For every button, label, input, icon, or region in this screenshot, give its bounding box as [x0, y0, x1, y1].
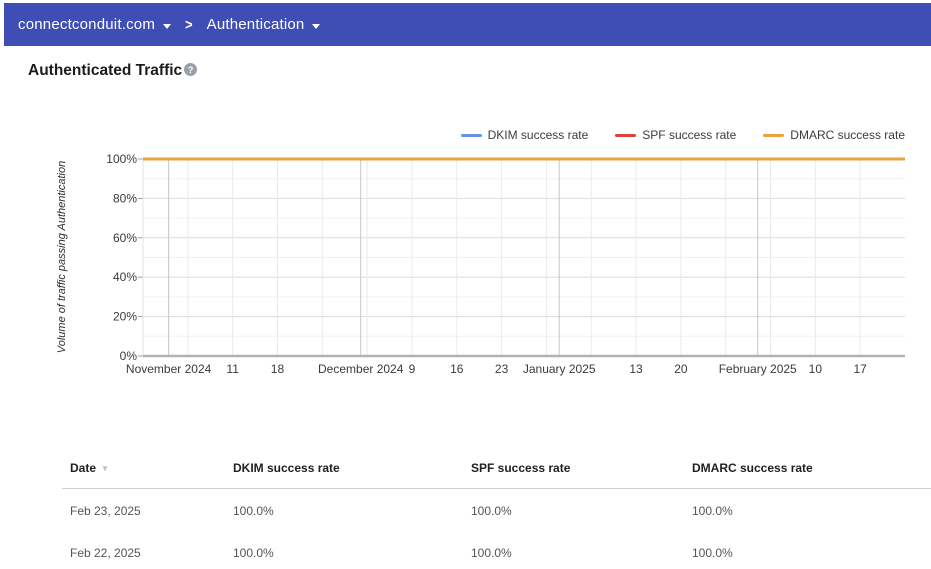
y-tick-label: 40%: [113, 270, 137, 284]
page-title-row: Authenticated Traffic ?: [28, 62, 198, 80]
chevron-down-icon: [163, 23, 172, 29]
legend-label: DMARC success rate: [790, 128, 905, 142]
domain-selector[interactable]: connectconduit.com: [18, 16, 172, 33]
legend-line-icon: [460, 133, 482, 137]
x-tick-label: 23: [495, 362, 509, 376]
x-tick-label: 18: [271, 362, 285, 376]
column-header-spf: SPF success rate: [463, 452, 684, 489]
chart-legend: DKIM success rate SPF success rate DMARC s…: [460, 128, 905, 142]
x-tick-label: 11: [226, 362, 239, 376]
y-tick-label: 100%: [106, 152, 137, 166]
sort-descending-icon: ▼: [101, 464, 109, 473]
y-tick-label: 0%: [120, 349, 138, 363]
legend-label: SPF success rate: [642, 128, 737, 142]
table-cell: 100.0%: [233, 546, 274, 560]
legend-item-dkim: DKIM success rate: [460, 128, 589, 142]
table-cell: Feb 23, 2025: [70, 504, 141, 518]
x-tick-label: 10: [809, 362, 823, 376]
top-navigation-bar: connectconduit.com > Authentication: [4, 3, 931, 46]
y-tick-label: 20%: [113, 310, 137, 324]
legend-item-spf: SPF success rate: [615, 128, 736, 142]
x-month-label: December 2024: [318, 362, 404, 376]
column-header-date[interactable]: Date ▼: [62, 452, 225, 489]
breadcrumb-arrow-icon: >: [185, 15, 193, 34]
x-month-label: February 2025: [719, 362, 797, 376]
x-tick-label: 17: [853, 362, 867, 376]
table-cell: 100.0%: [233, 504, 274, 518]
column-header-dkim: DKIM success rate: [225, 452, 463, 489]
auth-results-table: Date ▼ DKIM success rate SPF success rate…: [62, 452, 931, 569]
table-cell: 100.0%: [471, 504, 512, 518]
table-cell: 100.0%: [471, 546, 512, 560]
table-cell: Feb 22, 2025: [70, 546, 141, 560]
section-selector[interactable]: Authentication: [207, 16, 321, 33]
chevron-down-icon: [312, 23, 321, 29]
x-tick-label: 9: [409, 362, 416, 376]
legend-label: DKIM success rate: [487, 128, 589, 142]
x-month-label: January 2025: [523, 362, 596, 376]
legend-line-icon: [615, 133, 637, 137]
x-tick-label: 13: [629, 362, 643, 376]
legend-line-icon: [763, 133, 785, 137]
x-month-label: November 2024: [126, 362, 212, 376]
table-cell: 100.0%: [692, 504, 733, 518]
table-cell: 100.0%: [692, 546, 733, 560]
legend-item-dmarc: DMARC success rate: [763, 128, 905, 142]
x-tick-label: 16: [450, 362, 464, 376]
page-title: Authenticated Traffic: [28, 62, 183, 79]
column-header-dmarc: DMARC success rate: [684, 452, 931, 489]
table-header-row: Date ▼ DKIM success rate SPF success rate…: [62, 452, 931, 489]
x-tick-label: 20: [674, 362, 688, 376]
authenticated-traffic-chart: 0% 20% 40% 60% 80% 100% 11 18 9 16 23 13 20 10 17 Novem…: [106, 152, 905, 376]
y-tick-label: 80%: [113, 191, 137, 205]
table-row: Feb 23, 2025 100.0% 100.0% 100.0%: [62, 489, 931, 532]
help-icon[interactable]: ?: [184, 63, 198, 76]
table-row: Feb 22, 2025 100.0% 100.0% 100.0%: [62, 531, 931, 569]
domain-label: connectconduit.com: [18, 16, 156, 33]
section-label: Authentication: [206, 16, 305, 33]
y-tick-label: 60%: [113, 231, 137, 245]
